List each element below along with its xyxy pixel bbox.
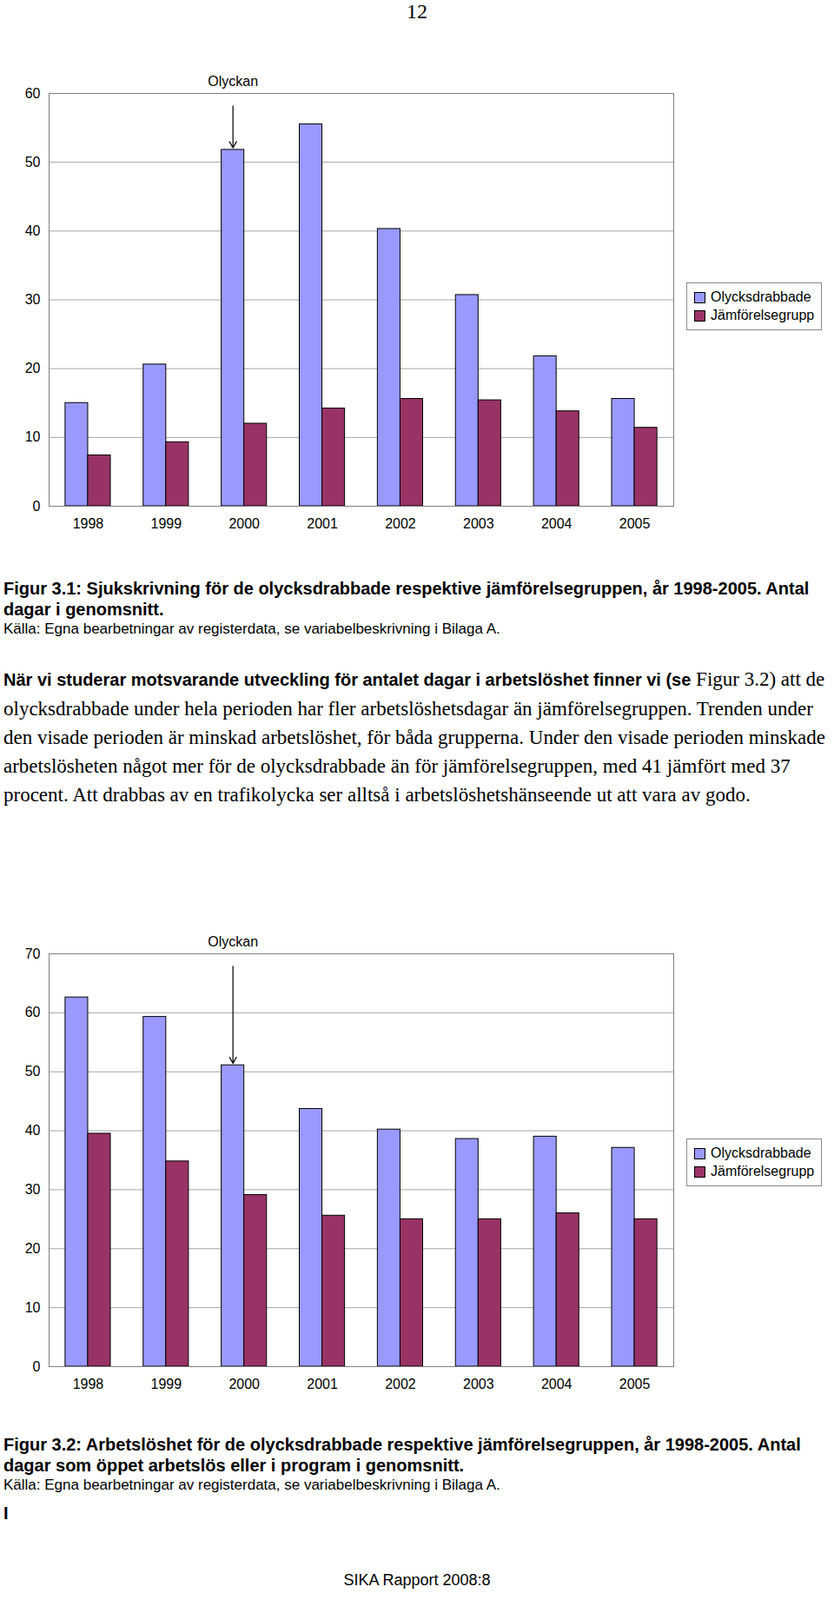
html-text:Källa: Egna bearbetningar av r: Källa: Egna bearbetningar av registerdat…: [3, 1476, 501, 1493]
svg-text:1999: 1999: [151, 1376, 183, 1391]
svg-text:2000: 2000: [228, 1376, 260, 1391]
svg-text:2004: 2004: [541, 516, 573, 531]
svg-text:Olyckan: Olyckan: [207, 933, 259, 949]
html-text:Figur 3.1: Sjukskrivning för d: Figur 3.1: Sjukskrivning för de olycksdr…: [3, 578, 810, 619]
svg-text:2005: 2005: [619, 516, 651, 531]
html-text:Olycksdrabbade: Olycksdrabbade: [710, 289, 812, 305]
svg-text:1999: 1999: [151, 516, 183, 531]
svg-text:2003: 2003: [463, 1376, 495, 1391]
svg-text:50: 50: [25, 1063, 41, 1079]
svg-text:30: 30: [25, 291, 41, 307]
svg-text:60: 60: [25, 86, 41, 101]
svg-text:60: 60: [25, 1004, 41, 1020]
html-text:Källa: Egna bearbetningar av r: Källa: Egna bearbetningar av registerdat…: [3, 620, 501, 637]
svg-text:10: 10: [25, 1299, 41, 1315]
svg-text:30: 30: [25, 1181, 41, 1197]
svg-text:0: 0: [33, 498, 41, 514]
svg-text:2002: 2002: [384, 1376, 417, 1391]
svg-text:2000: 2000: [228, 516, 260, 531]
svg-text:50: 50: [25, 154, 41, 170]
svg-text:20: 20: [25, 360, 41, 376]
html-text:Olycksdrabbade: Olycksdrabbade: [710, 1145, 812, 1160]
svg-text:2005: 2005: [619, 1376, 651, 1391]
html-text:12: 12: [406, 0, 428, 23]
html-text:SIKA Rapport 2008:8: SIKA Rapport 2008:8: [343, 1570, 491, 1589]
svg-text:0: 0: [33, 1358, 41, 1374]
svg-text:2003: 2003: [463, 516, 495, 531]
html-text:När vi studerar motsvarande ut: När vi studerar motsvarande utveckling f…: [3, 668, 826, 806]
svg-text:40: 40: [25, 1122, 41, 1138]
html-text:Jämförelsegrupp: Jämförelsegrupp: [710, 1163, 815, 1179]
html-text:Jämförelsegrupp: Jämförelsegrupp: [710, 307, 815, 323]
svg-text:20: 20: [25, 1240, 41, 1256]
svg-text:2001: 2001: [306, 516, 338, 531]
svg-text:Olyckan: Olyckan: [207, 73, 259, 89]
html-text:I: I: [3, 1502, 9, 1523]
svg-text:1998: 1998: [72, 516, 105, 531]
svg-text:70: 70: [25, 946, 41, 961]
html-text:Figur 3.2: Arbetslöshet för de: Figur 3.2: Arbetslöshet för de olycksdra…: [3, 1434, 801, 1475]
svg-text:2002: 2002: [384, 516, 417, 531]
svg-text:40: 40: [25, 223, 41, 239]
svg-text:10: 10: [25, 429, 41, 444]
svg-text:2004: 2004: [541, 1376, 573, 1391]
svg-text:2001: 2001: [306, 1376, 338, 1391]
svg-text:1998: 1998: [72, 1376, 105, 1391]
